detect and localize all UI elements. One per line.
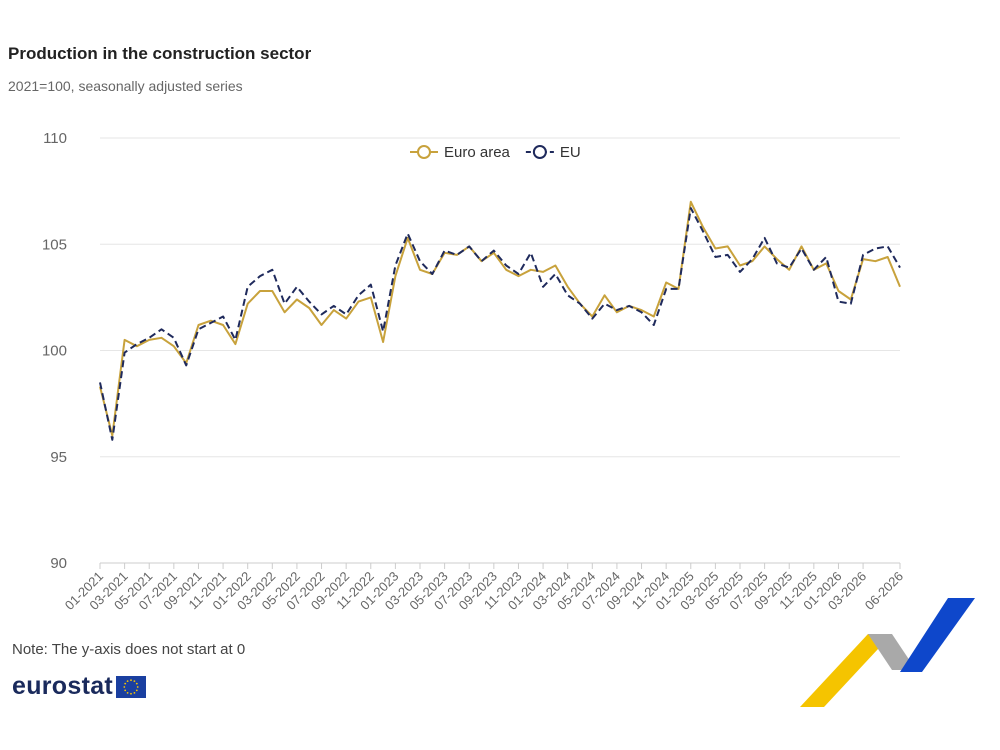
legend-item-eu[interactable]: EU [525,144,581,161]
eurostat-brand-shape-icon [800,598,975,707]
legend-marker [532,145,547,159]
y-tick-label: 110 [43,130,67,147]
y-tick-label: 90 [50,555,67,572]
series-lines [99,200,901,441]
x-tick-label: 06-2026 [862,569,906,613]
x-axis: 01-202103-202105-202107-202109-202111-20… [62,562,906,613]
legend[interactable]: Euro area EU [410,144,581,161]
series-line-euro-area[interactable] [99,200,901,437]
legend-label: EU [560,144,581,161]
series-line-eu[interactable] [99,207,901,441]
y-tick-label: 100 [42,343,67,360]
chart-title: Production in the construction sector [8,44,312,63]
y-tick-label: 105 [42,236,67,253]
legend-label: Euro area [444,144,511,161]
eurostat-logo: eurostat [12,672,147,701]
legend-marker [417,145,431,159]
y-tick-label: 95 [50,449,67,466]
y-axis-ticks: 90 95 100 105 110 [42,130,67,572]
chart-subtitle: 2021=100, seasonally adjusted series [8,78,243,94]
legend-item-euro-area[interactable]: Euro area [410,144,511,161]
gridlines [100,137,900,458]
eu-flag-icon [116,675,147,698]
axis-note: Note: The y-axis does not start at 0 [12,641,246,658]
logo-text: eurostat [12,672,114,700]
